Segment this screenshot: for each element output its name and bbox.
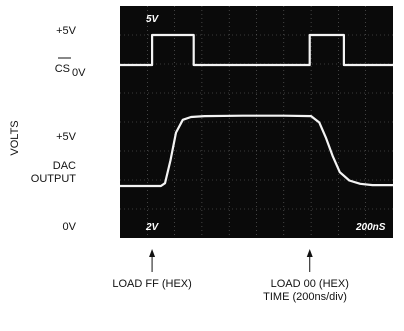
ch1-scale-label: 5V (146, 14, 160, 25)
scope-traces (120, 33, 393, 188)
dac-name-line2: OUTPUT (31, 173, 77, 185)
marker-arrow-head (306, 249, 313, 257)
ch2-scale-label: 2V (145, 222, 160, 233)
cs-trace (120, 33, 393, 67)
dac-name-line1: DAC (53, 160, 76, 172)
marker-arrow-head (149, 249, 156, 257)
cs-low-label: 0V (72, 67, 86, 79)
scope-grid (120, 6, 393, 238)
marker-label-load-ff: LOAD FF (HEX) (112, 278, 191, 290)
dac-high-label: +5V (56, 131, 77, 143)
cs-high-label: +5V (56, 25, 77, 37)
marker-label-load-00: LOAD 00 (HEX) (271, 278, 349, 290)
dac-low-label: 0V (63, 221, 77, 233)
dac-output-trace (120, 114, 393, 188)
cs-name-label: CS (55, 63, 70, 75)
x-axis-title: TIME (200ns/div) (263, 291, 347, 303)
event-markers: LOAD FF (HEX) LOAD 00 (HEX) (112, 249, 349, 290)
y-axis-title: VOLTS (9, 120, 21, 155)
timebase-label: 200nS (355, 222, 386, 233)
